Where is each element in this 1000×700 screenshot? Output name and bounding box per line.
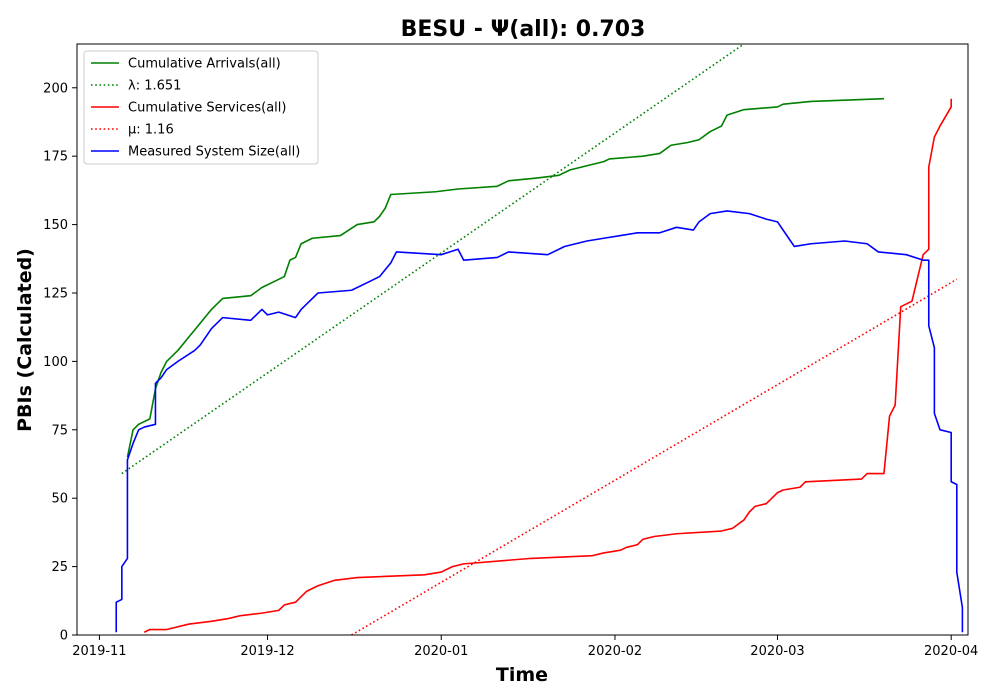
y-tick-label: 0: [60, 629, 68, 644]
legend-box: [83, 50, 319, 165]
y-axis: 0 25 50 75 100 125 150 175 200: [43, 81, 77, 644]
legend-label-1: Cumulative Arrivals(all): [128, 57, 281, 72]
chart-title: BESU - Ψ(all): 0.703: [401, 17, 646, 42]
y-tick-label: 25: [51, 560, 68, 575]
x-tick-label: 2020-04: [924, 644, 978, 659]
legend-label-3: Cumulative Services(all): [128, 101, 286, 116]
plot-frame: [76, 43, 969, 636]
y-tick-label: 175: [43, 150, 68, 165]
x-tick-label: 2019-11: [72, 644, 126, 659]
legend-label-5: Measured System Size(all): [128, 145, 300, 160]
y-tick-label: 150: [43, 218, 68, 233]
x-axis-label: Time: [496, 664, 548, 686]
series-line-3: [143, 98, 952, 633]
y-tick-label: 75: [51, 423, 68, 438]
y-tick-label: 200: [43, 81, 68, 96]
x-axis: 2019-11 2019-12 2020-01 2020-02 2020-03 2020-…: [72, 635, 978, 659]
x-tick-label: 2020-03: [750, 644, 804, 659]
y-tick-label: 125: [43, 286, 68, 301]
y-axis-label: PBIs (Calculated): [14, 248, 36, 432]
x-tick-label: 2020-01: [414, 644, 468, 659]
series-line-1: [126, 97, 884, 458]
series-line-5: [115, 210, 964, 633]
legend-label-2: λ: 1.651: [128, 79, 181, 94]
y-tick-label: 100: [43, 355, 68, 370]
x-tick-label: 2019-12: [240, 644, 294, 659]
series-line-4: [351, 278, 958, 635]
plot-area: [76, 43, 969, 636]
legend-label-4: μ: 1.16: [128, 123, 174, 138]
series-layer: [115, 44, 964, 635]
legend: Cumulative Arrivals(all) λ: 1.651 Cumulati…: [83, 50, 319, 165]
x-tick-label: 2020-02: [588, 644, 642, 659]
y-tick-label: 50: [51, 492, 68, 507]
